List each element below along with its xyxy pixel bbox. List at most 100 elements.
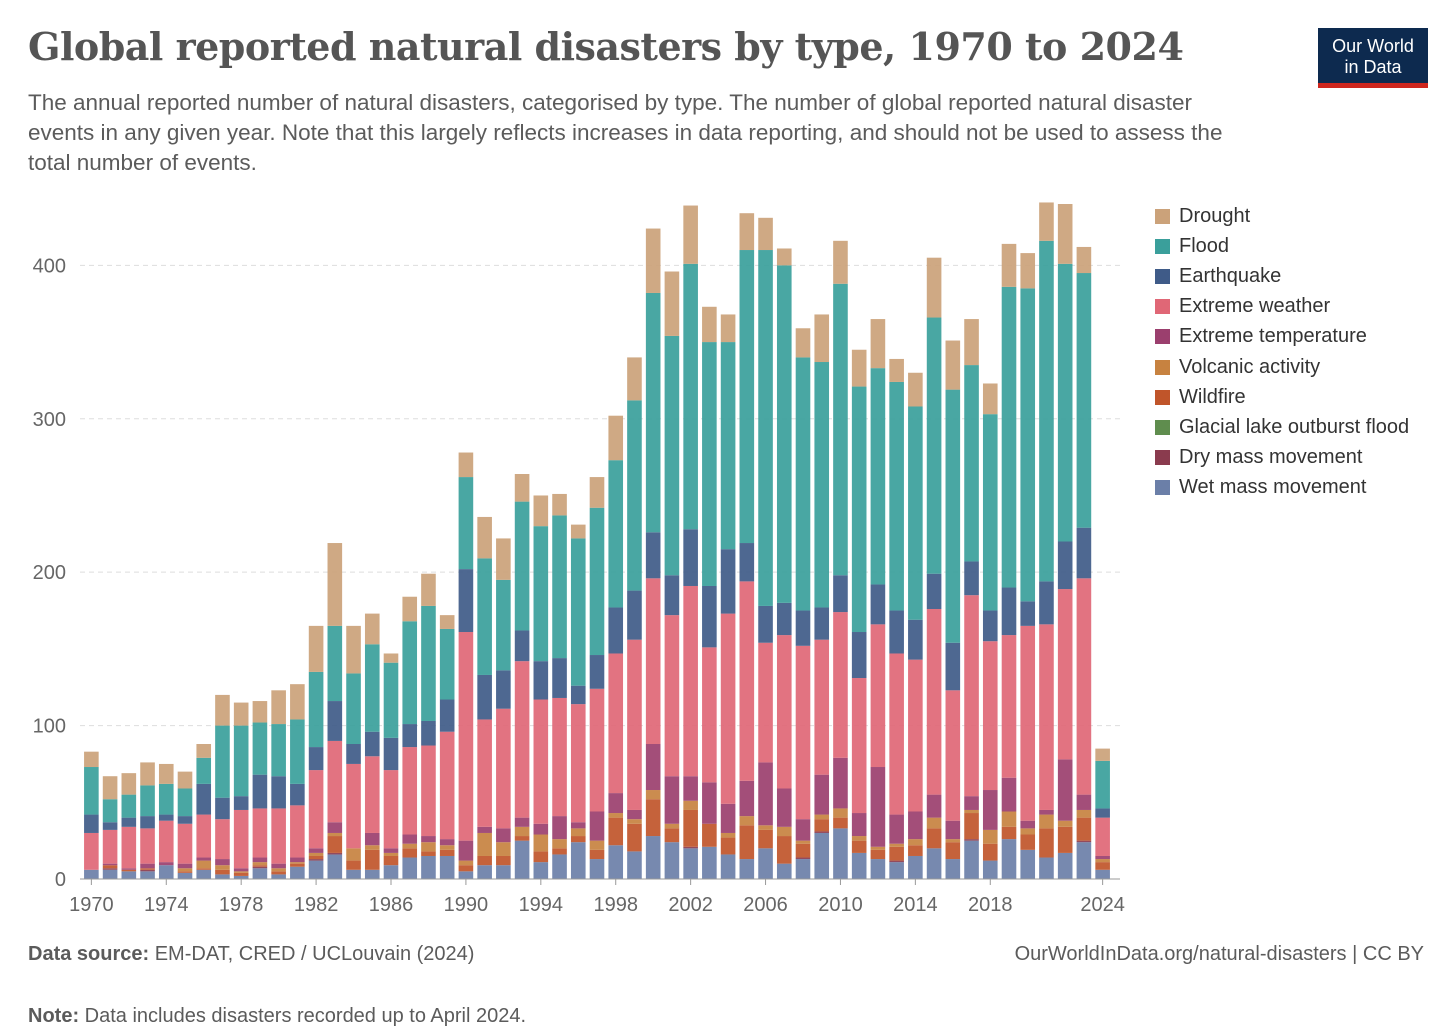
bar-segment-wildfire[interactable] (1001, 826, 1017, 840)
bar-segment-extreme-temperature[interactable] (1020, 820, 1036, 829)
bar-segment-extreme-temperature[interactable] (458, 840, 474, 861)
bar-segment-volcanic-activity[interactable] (851, 836, 867, 841)
bar-2010[interactable] (833, 240, 848, 879)
bar-segment-extreme-temperature[interactable] (1057, 759, 1073, 821)
bar-segment-volcanic-activity[interactable] (514, 826, 530, 837)
bar-segment-wildfire[interactable] (814, 819, 830, 832)
bar-segment-volcanic-activity[interactable] (308, 852, 324, 856)
bar-segment-wet-mass-movement[interactable] (1095, 869, 1110, 879)
bar-segment-drought[interactable] (720, 314, 736, 343)
bar-segment-extreme-temperature[interactable] (402, 834, 418, 844)
bar-segment-volcanic-activity[interactable] (1057, 820, 1073, 827)
bar-2018[interactable] (982, 383, 998, 879)
bar-segment-volcanic-activity[interactable] (1020, 828, 1036, 835)
bar-segment-volcanic-activity[interactable] (795, 840, 811, 844)
bar-segment-extreme-weather[interactable] (1076, 578, 1092, 795)
bar-segment-flood[interactable] (589, 507, 605, 656)
bar-segment-extreme-temperature[interactable] (421, 836, 436, 843)
bar-segment-extreme-weather[interactable] (496, 708, 511, 829)
bar-segment-extreme-weather[interactable] (140, 828, 155, 864)
bar-segment-extreme-weather[interactable] (327, 740, 343, 823)
bar-segment-earthquake[interactable] (458, 569, 474, 633)
bar-segment-earthquake[interactable] (627, 590, 642, 640)
bar-segment-flood[interactable] (477, 558, 492, 675)
bar-segment-flood[interactable] (102, 799, 118, 823)
bar-segment-extreme-temperature[interactable] (776, 788, 792, 827)
bar-segment-earthquake[interactable] (496, 670, 511, 709)
bar-segment-extreme-weather[interactable] (290, 805, 305, 858)
bar-segment-wildfire[interactable] (271, 871, 286, 875)
legend-item-extreme-weather[interactable]: Extreme weather (1155, 292, 1409, 322)
bar-segment-flood[interactable] (364, 644, 380, 732)
bar-segment-extreme-weather[interactable] (739, 581, 755, 781)
bar-segment-extreme-temperature[interactable] (833, 757, 848, 809)
bar-segment-flood[interactable] (327, 625, 343, 702)
bar-segment-extreme-weather[interactable] (346, 763, 361, 849)
bar-segment-volcanic-activity[interactable] (758, 825, 773, 830)
bar-1986[interactable] (383, 653, 399, 879)
bar-segment-dry-mass-movement[interactable] (964, 839, 979, 841)
bar-segment-wildfire[interactable] (346, 860, 361, 870)
bar-2016[interactable] (945, 340, 961, 879)
bar-segment-volcanic-activity[interactable] (552, 839, 567, 849)
bar-segment-extreme-weather[interactable] (477, 719, 492, 827)
bar-2013[interactable] (889, 358, 904, 879)
bar-2005[interactable] (739, 213, 755, 879)
bar-segment-wet-mass-movement[interactable] (664, 842, 680, 879)
bar-segment-flood[interactable] (1057, 263, 1073, 542)
bar-segment-extreme-temperature[interactable] (1095, 855, 1110, 860)
bar-segment-flood[interactable] (84, 767, 99, 815)
bar-segment-flood[interactable] (570, 538, 586, 686)
bar-segment-extreme-weather[interactable] (383, 770, 399, 849)
bar-segment-earthquake[interactable] (758, 605, 773, 643)
bar-segment-extreme-weather[interactable] (683, 585, 698, 777)
bar-1971[interactable] (102, 776, 118, 879)
bar-segment-drought[interactable] (552, 493, 567, 516)
bar-segment-wet-mass-movement[interactable] (158, 865, 174, 879)
bar-segment-volcanic-activity[interactable] (215, 865, 230, 870)
bar-1994[interactable] (533, 495, 549, 879)
bar-segment-earthquake[interactable] (982, 610, 998, 642)
bar-segment-wet-mass-movement[interactable] (177, 872, 193, 879)
bar-segment-volcanic-activity[interactable] (252, 862, 268, 866)
bar-segment-wet-mass-movement[interactable] (439, 855, 455, 879)
bar-segment-extreme-temperature[interactable] (608, 793, 624, 814)
bar-segment-drought[interactable] (870, 319, 886, 369)
bar-segment-wildfire[interactable] (383, 855, 399, 866)
bar-segment-extreme-temperature[interactable] (627, 809, 642, 820)
bar-segment-wildfire[interactable] (1057, 826, 1073, 853)
bar-1981[interactable] (290, 684, 305, 879)
bar-segment-wildfire[interactable] (402, 848, 418, 858)
bar-segment-flood[interactable] (290, 719, 305, 784)
bar-2014[interactable] (908, 372, 923, 879)
bar-segment-extreme-temperature[interactable] (739, 780, 755, 817)
bar-segment-extreme-temperature[interactable] (533, 823, 549, 835)
bar-segment-drought[interactable] (308, 625, 324, 672)
bar-segment-extreme-weather[interactable] (627, 639, 642, 810)
bar-segment-earthquake[interactable] (477, 674, 492, 720)
bar-1974[interactable] (158, 763, 174, 879)
bar-segment-earthquake[interactable] (720, 549, 736, 614)
bar-segment-flood[interactable] (1076, 273, 1092, 528)
bar-segment-wet-mass-movement[interactable] (327, 854, 343, 879)
bar-segment-volcanic-activity[interactable] (964, 809, 979, 814)
bar-segment-earthquake[interactable] (271, 776, 286, 809)
bar-segment-drought[interactable] (627, 357, 642, 401)
bar-segment-wildfire[interactable] (1020, 834, 1036, 850)
bar-segment-volcanic-activity[interactable] (402, 843, 418, 849)
bar-segment-wildfire[interactable] (439, 849, 455, 856)
legend-item-wildfire[interactable]: Wildfire (1155, 382, 1409, 412)
bar-segment-earthquake[interactable] (683, 529, 698, 586)
bar-2000[interactable] (645, 228, 661, 879)
bar-segment-volcanic-activity[interactable] (477, 832, 492, 856)
bar-segment-dry-mass-movement[interactable] (102, 868, 118, 870)
bar-segment-volcanic-activity[interactable] (383, 852, 399, 856)
bar-segment-wet-mass-movement[interactable] (290, 866, 305, 879)
bar-segment-extreme-temperature[interactable] (158, 862, 174, 866)
bar-segment-extreme-temperature[interactable] (477, 826, 492, 833)
bar-segment-flood[interactable] (308, 671, 324, 748)
bar-segment-flood[interactable] (982, 414, 998, 611)
bar-segment-drought[interactable] (964, 319, 979, 366)
bar-segment-earthquake[interactable] (1039, 581, 1054, 625)
bar-segment-wildfire[interactable] (982, 843, 998, 861)
